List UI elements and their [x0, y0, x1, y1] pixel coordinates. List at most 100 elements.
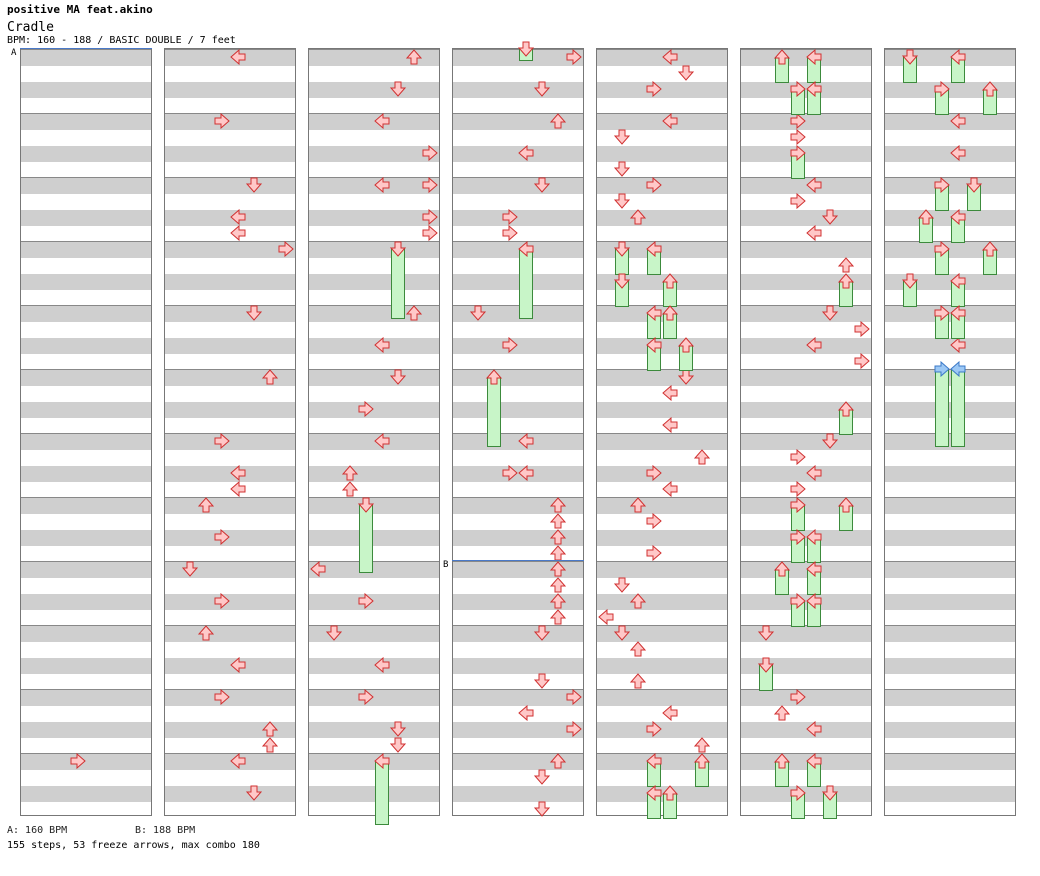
beat-band: [885, 754, 1015, 770]
measure: [21, 497, 151, 561]
beat-band: [885, 498, 1015, 514]
measure: [885, 433, 1015, 497]
measure: [885, 497, 1015, 561]
freeze-arrow-head: [806, 752, 822, 770]
freeze-arrow-body: [375, 761, 389, 825]
beat-band: [453, 338, 583, 354]
left-arrow: [518, 464, 534, 482]
beat-band: [21, 466, 151, 482]
beat-band: [21, 114, 151, 130]
beat-band: [165, 690, 295, 706]
beat-band: [597, 82, 727, 98]
measure: [165, 113, 295, 177]
measure: [741, 689, 871, 753]
measure: [741, 305, 871, 369]
measure: [21, 177, 151, 241]
freeze-arrow-head: [934, 176, 950, 194]
beat-band: [309, 82, 439, 98]
measure: [453, 113, 583, 177]
beat-band: [597, 434, 727, 450]
beat-band: [741, 498, 871, 514]
freeze-arrow-head: [837, 273, 855, 289]
beat-band: [21, 210, 151, 226]
beat-band: [885, 786, 1015, 802]
measure: [453, 753, 583, 817]
beat-band: [741, 242, 871, 258]
beat-band: [597, 50, 727, 66]
freeze-arrow-head: [790, 80, 806, 98]
beat-band: [597, 658, 727, 674]
beat-band: [885, 434, 1015, 450]
beat-band: [21, 594, 151, 610]
measure: [597, 625, 727, 689]
beat-band: [165, 786, 295, 802]
left-arrow: [806, 464, 822, 482]
up-arrow: [261, 721, 279, 737]
beat-band: [21, 370, 151, 386]
left-arrow: [374, 432, 390, 450]
freeze-arrow-head: [646, 304, 662, 322]
measure: [597, 753, 727, 817]
beat-band: [309, 434, 439, 450]
freeze-arrow-head: [646, 784, 662, 802]
measure: [165, 625, 295, 689]
beat-band: [309, 338, 439, 354]
beat-band: [741, 82, 871, 98]
chart-info: BPM: 160 - 188 / BASIC DOUBLE / 7 feet: [7, 35, 236, 46]
beat-band: [21, 786, 151, 802]
freeze-arrow-head: [773, 49, 791, 65]
measure: [309, 241, 439, 305]
chart-column-3: [308, 48, 440, 825]
beat-band: [453, 434, 583, 450]
measure: [885, 625, 1015, 689]
beat-band: [741, 562, 871, 578]
beat-band: [309, 754, 439, 770]
measure: [21, 625, 151, 689]
measure: [165, 497, 295, 561]
down-arrow: [821, 305, 839, 321]
measure: [453, 369, 583, 433]
right-arrow: [646, 464, 662, 482]
left-arrow: [374, 656, 390, 674]
right-arrow: [278, 240, 294, 258]
down-arrow: [757, 625, 775, 641]
measure: [309, 113, 439, 177]
up-arrow: [693, 737, 711, 753]
freeze-arrow-head: [806, 80, 822, 98]
beat-band: [885, 530, 1015, 546]
song-title: Cradle: [7, 20, 54, 35]
measure: [21, 689, 151, 753]
beat-band: [741, 370, 871, 386]
beat-band: [597, 114, 727, 130]
left-arrow: [230, 656, 246, 674]
up-arrow: [549, 513, 567, 529]
down-arrow: [533, 177, 551, 193]
right-arrow: [422, 208, 438, 226]
beat-band: [453, 210, 583, 226]
freeze-arrow-body: [359, 505, 373, 573]
measure: [309, 497, 439, 561]
up-arrow: [261, 737, 279, 753]
chart-column-1: [20, 48, 152, 816]
right-arrow: [422, 144, 438, 162]
measure: [741, 241, 871, 305]
beat-band: [309, 114, 439, 130]
beat-band: [309, 466, 439, 482]
left-arrow: [518, 144, 534, 162]
measure: [309, 177, 439, 241]
measure: [885, 113, 1015, 177]
freeze-arrow-body: [519, 249, 533, 319]
freeze-arrow-head: [646, 752, 662, 770]
chart-column-6: [740, 48, 872, 819]
beat-band: [741, 338, 871, 354]
measure: [597, 689, 727, 753]
measure: [165, 305, 295, 369]
measure: [309, 689, 439, 753]
measure: [453, 305, 583, 369]
beat-band: [885, 466, 1015, 482]
down-arrow: [389, 721, 407, 737]
measure: [453, 49, 583, 113]
beat-band: [21, 690, 151, 706]
down-arrow: [613, 577, 631, 593]
down-arrow: [389, 81, 407, 97]
